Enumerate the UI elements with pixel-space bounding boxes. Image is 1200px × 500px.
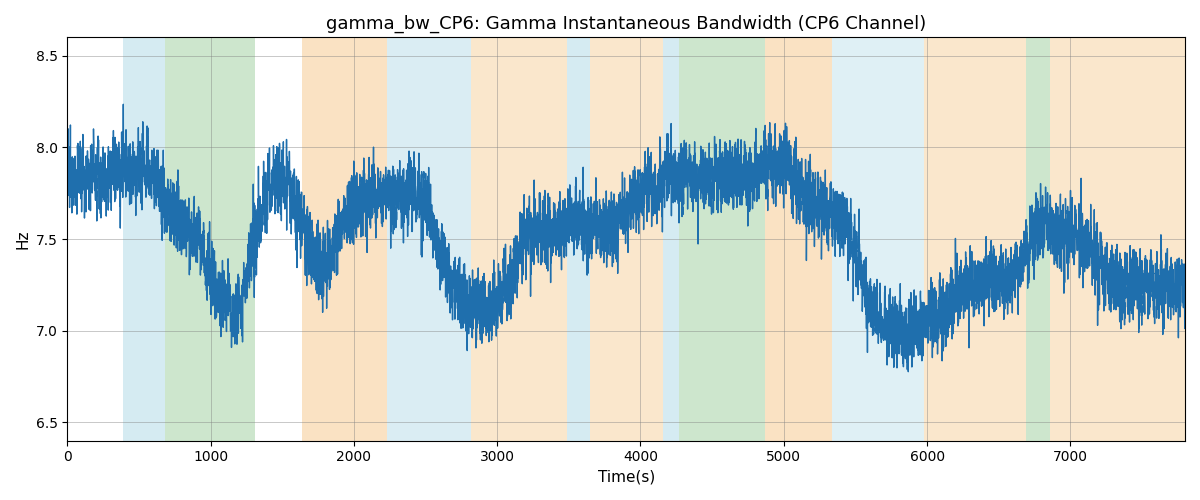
Bar xyxy=(568,38,590,440)
Bar xyxy=(766,38,833,440)
Y-axis label: Hz: Hz xyxy=(16,230,30,249)
Bar xyxy=(924,38,1026,440)
Bar xyxy=(590,38,664,440)
Bar xyxy=(664,38,679,440)
Bar xyxy=(1026,38,1050,440)
Bar xyxy=(833,38,924,440)
Title: gamma_bw_CP6: Gamma Instantaneous Bandwidth (CP6 Channel): gamma_bw_CP6: Gamma Instantaneous Bandwi… xyxy=(326,15,926,34)
Bar xyxy=(302,38,386,440)
Bar xyxy=(386,38,472,440)
Bar xyxy=(472,38,568,440)
Bar xyxy=(1050,38,1186,440)
Bar xyxy=(124,38,164,440)
Bar xyxy=(164,38,254,440)
X-axis label: Time(s): Time(s) xyxy=(598,470,655,485)
Bar xyxy=(679,38,766,440)
